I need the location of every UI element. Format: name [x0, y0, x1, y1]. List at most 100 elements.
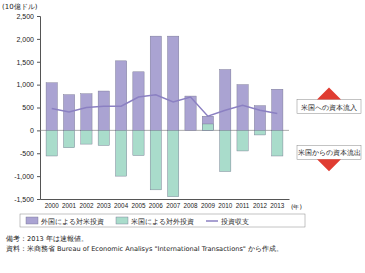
x-tick: 2007: [166, 199, 181, 209]
y-axis-line: [37, 17, 41, 200]
x-tick-label: 2013: [270, 202, 285, 209]
y-tick: -500: [20, 150, 40, 157]
y-tick-label: 500: [22, 104, 34, 111]
x-tick: 2011: [236, 199, 250, 209]
x-tick-label: 2008: [184, 202, 199, 209]
bar: [115, 130, 126, 176]
annotation-text: 米国への資本流入: [301, 104, 357, 112]
bar: [220, 130, 231, 171]
y-tick-mark: [37, 153, 40, 154]
y-tick: 500: [22, 104, 40, 111]
y-tick: -1,500: [14, 196, 40, 203]
x-tick-label: 2007: [166, 202, 181, 209]
x-tick: 2004: [114, 199, 129, 209]
plot-area: [40, 36, 289, 197]
y-tick: 1,000: [16, 81, 40, 88]
x-tick: 2000: [45, 199, 60, 209]
y-tick-mark: [37, 199, 40, 200]
x-tick-label: 2001: [62, 202, 77, 209]
bar: [115, 61, 126, 131]
bar: [46, 83, 57, 131]
bar: [81, 94, 92, 131]
x-tick: 2010: [218, 199, 233, 209]
x-tick: 2001: [62, 199, 77, 209]
zero-line: [40, 130, 289, 131]
x-tick: 2003: [97, 199, 112, 209]
y-tick-mark: [37, 85, 40, 86]
annotation-text: 米国からの資本流出: [298, 149, 361, 157]
y-tick-label: 1,000: [16, 81, 34, 88]
legend-frame: [20, 214, 305, 227]
bar: [237, 130, 248, 151]
annotation-arrow: [317, 88, 341, 100]
y-tick-label: 2,500: [16, 13, 34, 20]
y-tick: -1,000: [14, 173, 40, 180]
x-tick: 2009: [201, 199, 216, 209]
bar: [185, 130, 196, 131]
y-tick-label: 0: [30, 127, 34, 134]
x-tick-label: 2000: [45, 202, 60, 209]
x-tick: 2008: [184, 199, 199, 209]
x-axis-title: (年): [291, 203, 302, 210]
y-tick-mark: [37, 62, 40, 63]
annotation: 米国からの資本流出: [297, 145, 361, 171]
bar: [150, 36, 161, 130]
y-tick-mark: [37, 176, 40, 177]
x-tick: 2006: [149, 199, 164, 209]
legend-label: 投資収支: [220, 218, 249, 226]
unit-label: (10億ドル): [2, 3, 38, 11]
bar: [168, 130, 179, 196]
x-tick-label: 2006: [149, 202, 164, 209]
x-tick-label: 2003: [97, 202, 112, 209]
bar: [133, 130, 144, 155]
y-tick-label: -1,000: [14, 173, 34, 180]
x-axis-line: [41, 199, 290, 200]
legend-label: 外国による対米投資: [41, 218, 104, 226]
legend-swatch: [116, 217, 128, 224]
legend-swatch: [26, 217, 38, 224]
x-tick-label: 2012: [253, 202, 268, 209]
note: 備考：2013 年は速報値。: [6, 235, 88, 243]
x-tick-label: 2005: [131, 202, 146, 209]
line: [52, 95, 278, 117]
bar: [272, 89, 283, 130]
bar: [202, 124, 213, 130]
annotation-arrow: [317, 159, 341, 171]
bar: [237, 85, 248, 131]
x-tick-label: 2011: [236, 202, 250, 209]
y-tick-mark: [37, 108, 40, 109]
y-tick-label: -500: [20, 150, 34, 157]
y-tick-mark: [37, 16, 40, 17]
bar: [133, 72, 144, 131]
annotation-box: [297, 145, 361, 159]
note: 資料：米商務省 Bureau of Economic Analisys "Int…: [6, 245, 283, 253]
y-tick-mark: [37, 130, 40, 131]
x-tick-label: 2010: [218, 202, 233, 209]
y-tick-mark: [37, 39, 40, 40]
x-tick: 2002: [79, 199, 94, 209]
y-tick-label: 2,000: [16, 36, 34, 43]
bar: [46, 130, 57, 156]
y-tick-label: -1,500: [14, 196, 34, 203]
bar: [150, 130, 161, 189]
bar: [168, 36, 179, 130]
annotation: 米国への資本流入: [297, 88, 361, 114]
y-tick: 0: [30, 127, 40, 134]
x-tick: 2012: [253, 199, 268, 209]
bar: [98, 91, 109, 130]
annotation-box: [297, 100, 361, 114]
x-tick-label: 2009: [201, 202, 216, 209]
x-axis: 2000200120022003200420052006200720082009…: [41, 199, 290, 209]
bar: [272, 130, 283, 156]
y-tick-label: 1,500: [16, 58, 34, 65]
bar: [202, 116, 213, 130]
x-tick: 2013: [270, 199, 285, 209]
legend: 外国による対米投資米国による対外投資投資収支: [20, 214, 305, 227]
y-tick: 2,000: [16, 36, 40, 43]
x-tick: 2005: [131, 199, 146, 209]
bar: [254, 130, 265, 135]
bar: [220, 70, 231, 131]
chart: -1,500 -1,000 -500 0 500 1,000 1,500 2,000 2,500…: [0, 0, 365, 273]
bar: [63, 130, 74, 147]
y-tick: 1,500: [16, 58, 40, 65]
